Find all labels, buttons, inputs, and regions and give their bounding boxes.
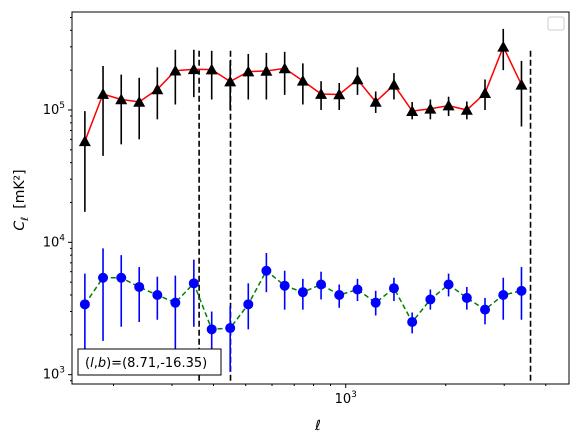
triangle-marker xyxy=(260,65,273,76)
circle-marker xyxy=(461,292,472,303)
annotation-box xyxy=(77,348,222,376)
triangle-marker xyxy=(115,93,128,105)
circle-marker xyxy=(352,284,363,295)
triangle-marker xyxy=(224,75,237,87)
x-axis-label: ℓ xyxy=(314,418,321,434)
triangle-marker xyxy=(351,73,364,85)
series-triangles xyxy=(78,28,528,212)
plot-area xyxy=(72,12,569,384)
circle-marker xyxy=(480,304,491,315)
y-tick-label: 105 xyxy=(43,101,65,118)
triangle-marker xyxy=(78,135,91,147)
circle-marker xyxy=(152,289,163,300)
triangle-marker xyxy=(151,83,164,95)
triangle-marker xyxy=(515,78,528,90)
circle-marker xyxy=(134,281,145,292)
triangle-marker xyxy=(424,102,437,114)
annotation-text: (l,b)=(8.71,-16.35) xyxy=(85,356,207,371)
circle-marker xyxy=(279,280,290,291)
triangle-marker xyxy=(242,65,255,77)
circle-marker xyxy=(170,297,181,308)
circle-marker xyxy=(316,279,327,290)
annotation: (l,b)=(8.71,-16.35) xyxy=(77,348,222,376)
plot-frame xyxy=(71,11,570,385)
triangle-marker xyxy=(497,40,510,52)
circle-marker xyxy=(498,289,509,300)
triangle-marker xyxy=(133,95,146,107)
triangle-marker xyxy=(97,88,110,99)
triangle-marker xyxy=(442,99,455,111)
triangle-marker xyxy=(460,103,473,115)
circle-marker xyxy=(261,265,272,276)
circle-marker xyxy=(206,324,217,335)
triangle-marker xyxy=(369,95,382,107)
triangle-marker xyxy=(406,105,419,116)
x-tick-label: 103 xyxy=(335,390,357,407)
y-axis-label: Cℓ[mK²] xyxy=(12,169,31,230)
circle-marker xyxy=(370,297,381,308)
circle-marker xyxy=(516,285,527,296)
triangle-marker xyxy=(296,74,309,86)
circle-marker xyxy=(334,289,345,300)
circle-marker xyxy=(188,278,199,289)
legend-box xyxy=(547,16,565,31)
circle-marker xyxy=(407,316,418,327)
circle-marker xyxy=(98,272,109,283)
triangle-marker xyxy=(333,88,346,100)
circle-marker xyxy=(297,287,308,298)
circle-marker xyxy=(425,294,436,305)
series-layer xyxy=(78,28,528,372)
circle-marker xyxy=(388,283,399,294)
circle-marker xyxy=(225,323,236,334)
circle-marker xyxy=(116,272,127,283)
series-circles xyxy=(79,248,527,372)
y-tick-label: 104 xyxy=(43,233,66,250)
triangle-marker xyxy=(387,78,400,90)
circle-marker xyxy=(243,299,254,310)
triangle-marker xyxy=(169,64,182,76)
circle-marker xyxy=(79,299,90,310)
triangle-marker xyxy=(278,62,291,74)
triangle-marker xyxy=(205,63,218,75)
triangle-marker xyxy=(315,88,328,99)
triangle-marker xyxy=(479,87,492,98)
y-tick-label: 103 xyxy=(43,366,65,383)
triangle-marker xyxy=(187,63,200,75)
circle-marker xyxy=(443,279,454,290)
